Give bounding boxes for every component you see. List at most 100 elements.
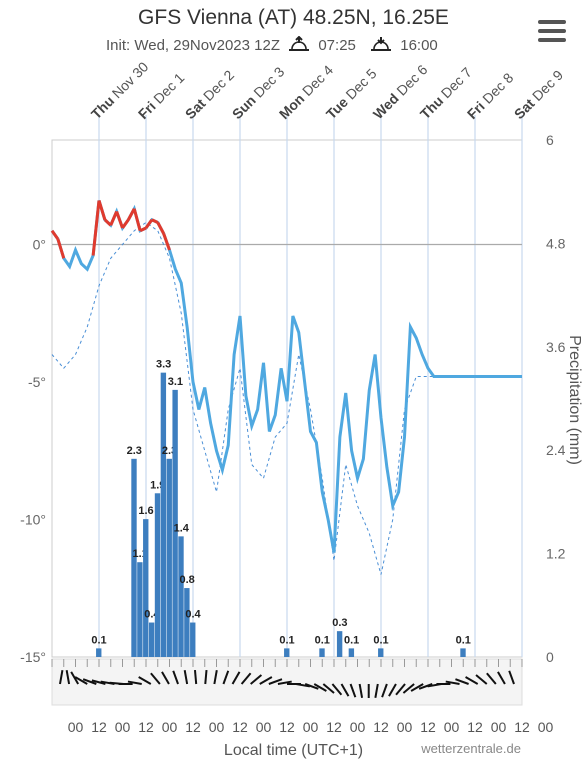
precip-bar-label: 0.1 xyxy=(91,634,106,646)
wind-arrow xyxy=(65,670,71,685)
precip-bar-label: 1.4 xyxy=(174,522,190,534)
sunrise-time: 07:25 xyxy=(318,37,356,54)
temperature-above-zero-segment xyxy=(144,218,154,229)
temperature-above-zero-segment xyxy=(56,238,66,259)
precip-bar-label: 1.6 xyxy=(138,505,153,517)
hour-tick-label: 12 xyxy=(467,719,483,735)
wind-arrow xyxy=(59,670,64,685)
wind-arrow xyxy=(150,672,161,685)
temperature-above-zero-segment xyxy=(156,221,165,235)
wind-arrow xyxy=(358,683,364,698)
precip-bar xyxy=(184,588,190,657)
temperature-above-zero-segment xyxy=(121,218,130,229)
wind-arrow xyxy=(445,680,460,685)
temp-tick-label: 0° xyxy=(33,237,46,253)
credit-text: wetterzentrale.de xyxy=(421,741,521,756)
wind-arrow xyxy=(374,683,379,698)
temperature-above-zero-segment xyxy=(162,232,171,251)
wind-arrow xyxy=(268,678,283,685)
precip-bar xyxy=(96,648,102,657)
precip-bar-label: 0.1 xyxy=(456,634,471,646)
wind-arrow xyxy=(388,683,397,697)
menu-icon[interactable] xyxy=(538,20,566,42)
hour-tick-label: 00 xyxy=(68,719,84,735)
wind-arrow xyxy=(295,683,311,688)
wind-arrow xyxy=(231,671,241,685)
temp-tick-label: -10° xyxy=(20,512,46,528)
precip-bar xyxy=(319,648,325,657)
precip-bar-label: 3.3 xyxy=(156,359,171,371)
temperature-above-zero-segment xyxy=(151,218,159,224)
wind-arrow xyxy=(455,678,469,685)
wind-arrow xyxy=(402,683,415,694)
wind-arrow xyxy=(250,674,263,685)
wind-arrow xyxy=(381,683,388,698)
wind-arrow xyxy=(395,683,406,696)
temp-tick-label: -5° xyxy=(28,374,46,390)
precip-bar xyxy=(336,631,343,657)
precip-bar xyxy=(166,458,172,657)
wind-arrow xyxy=(127,680,142,685)
precip-tick-label: 1.2 xyxy=(546,546,566,562)
precip-bar xyxy=(190,622,196,657)
wind-arrow xyxy=(161,671,170,685)
init-row: Init: Wed, 29Nov2023 12Z 07:25 16:00 xyxy=(106,35,438,54)
day-label-date: Dec 6 xyxy=(391,61,431,101)
hour-tick-label: 00 xyxy=(350,719,366,735)
chart-title: GFS Vienna (AT) 48.25N, 16.25E xyxy=(138,6,449,29)
wind-arrow xyxy=(304,683,319,690)
wind-arrow xyxy=(497,671,506,685)
x-axis-label: Local time (UTC+1) xyxy=(223,742,364,759)
precip-bar xyxy=(137,562,143,657)
wind-arrow xyxy=(183,670,189,685)
precip-axis-title: Precipitation (mm) xyxy=(566,335,583,465)
wind-arrow xyxy=(222,670,230,685)
wind-arrow xyxy=(340,683,350,697)
hour-tick-label: 00 xyxy=(538,719,554,735)
precip-bar xyxy=(348,648,355,657)
precip-bar xyxy=(178,536,184,657)
hour-tick-label: 12 xyxy=(91,719,107,735)
precip-bar-label: 0.8 xyxy=(179,574,194,586)
wind-arrow xyxy=(70,671,80,685)
hour-tick-label: 00 xyxy=(444,719,460,735)
wind-arrow xyxy=(82,678,97,685)
wind-arrow xyxy=(508,670,515,685)
wind-arrow xyxy=(322,683,335,694)
day-label-date: Dec 9 xyxy=(526,67,566,107)
temperature-above-zero-segment xyxy=(97,200,107,221)
sunrise-icon xyxy=(288,35,310,51)
precip-bar xyxy=(284,648,290,657)
precip-bar xyxy=(131,458,137,657)
hour-tick-label: 00 xyxy=(397,719,413,735)
wind-arrow xyxy=(193,669,198,685)
wind-arrow xyxy=(331,683,343,696)
wind-arrow xyxy=(410,683,424,692)
hour-tick-label: 00 xyxy=(303,719,319,735)
precip-bar-label: 0.1 xyxy=(344,634,359,646)
hour-tick-label: 12 xyxy=(420,719,436,735)
precip-bar xyxy=(378,648,384,657)
wind-arrow xyxy=(213,670,218,685)
hour-tick-label: 12 xyxy=(514,719,530,735)
wind-arrow xyxy=(418,683,433,690)
day-label: Sat Dec 9 xyxy=(511,67,566,122)
hour-tick-label: 00 xyxy=(256,719,272,735)
wind-arrow xyxy=(349,683,357,698)
precip-bar xyxy=(460,648,466,657)
wind-arrow xyxy=(475,674,488,685)
precip-tick-label: 2.4 xyxy=(546,442,566,458)
wind-arrow xyxy=(313,683,327,692)
wind-arrow xyxy=(138,676,152,685)
wind-arrow xyxy=(91,679,106,685)
sunset-icon xyxy=(370,36,392,51)
wind-arrow xyxy=(465,676,479,685)
precip-bar-label: 3.1 xyxy=(168,376,183,388)
precip-bar-label: 0.3 xyxy=(332,617,347,629)
hour-tick-label: 12 xyxy=(185,719,201,735)
temperature-above-zero-segment xyxy=(132,208,142,232)
sunset-time: 16:00 xyxy=(400,37,438,54)
day-label-date: Dec 5 xyxy=(340,65,380,105)
hour-tick-label: 00 xyxy=(162,719,178,735)
